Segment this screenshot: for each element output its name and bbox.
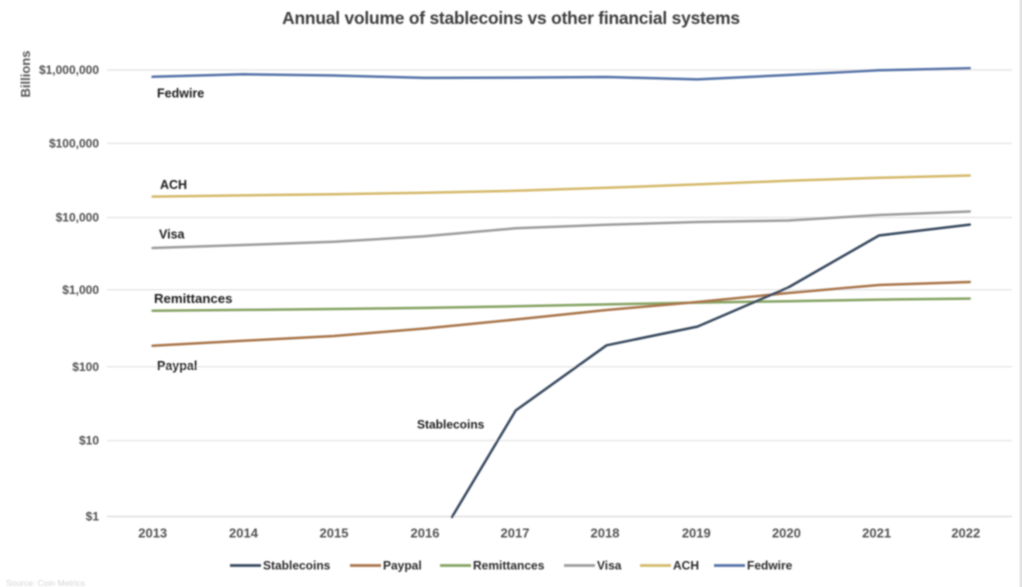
svg-text:2019: 2019	[682, 526, 711, 541]
svg-text:Source: Coin Metrics: Source: Coin Metrics	[6, 578, 85, 587]
svg-text:2014: 2014	[229, 526, 259, 541]
svg-text:Stablecoins: Stablecoins	[263, 559, 331, 573]
svg-text:2017: 2017	[501, 526, 530, 541]
svg-text:$1: $1	[86, 510, 100, 524]
svg-text:Visa: Visa	[597, 559, 622, 573]
svg-text:Fedwire: Fedwire	[747, 559, 793, 573]
svg-text:Billions: Billions	[18, 51, 33, 98]
svg-text:Stablecoins: Stablecoins	[417, 418, 485, 432]
svg-text:ACH: ACH	[673, 559, 699, 573]
svg-text:2021: 2021	[862, 526, 891, 541]
svg-text:$10: $10	[79, 434, 99, 448]
svg-text:2013: 2013	[138, 526, 167, 541]
svg-text:$10,000: $10,000	[56, 211, 100, 225]
svg-text:2018: 2018	[591, 526, 620, 541]
svg-text:Annual volume of stablecoins v: Annual volume of stablecoins vs other fi…	[282, 8, 740, 28]
svg-text:$100,000: $100,000	[49, 136, 99, 150]
svg-text:Visa: Visa	[159, 228, 186, 242]
svg-text:2015: 2015	[320, 526, 349, 541]
svg-text:2022: 2022	[951, 526, 980, 541]
svg-text:$100: $100	[72, 360, 99, 374]
svg-text:$1,000,000: $1,000,000	[39, 63, 99, 77]
svg-text:2020: 2020	[772, 526, 801, 541]
svg-text:Paypal: Paypal	[383, 559, 422, 573]
svg-text:Paypal: Paypal	[157, 359, 197, 373]
svg-text:Remittances: Remittances	[154, 291, 232, 306]
svg-text:ACH: ACH	[160, 178, 187, 192]
svg-text:Fedwire: Fedwire	[157, 87, 204, 101]
svg-text:Remittances: Remittances	[473, 559, 545, 573]
svg-text:2016: 2016	[411, 526, 440, 541]
svg-text:$1,000: $1,000	[62, 283, 99, 297]
